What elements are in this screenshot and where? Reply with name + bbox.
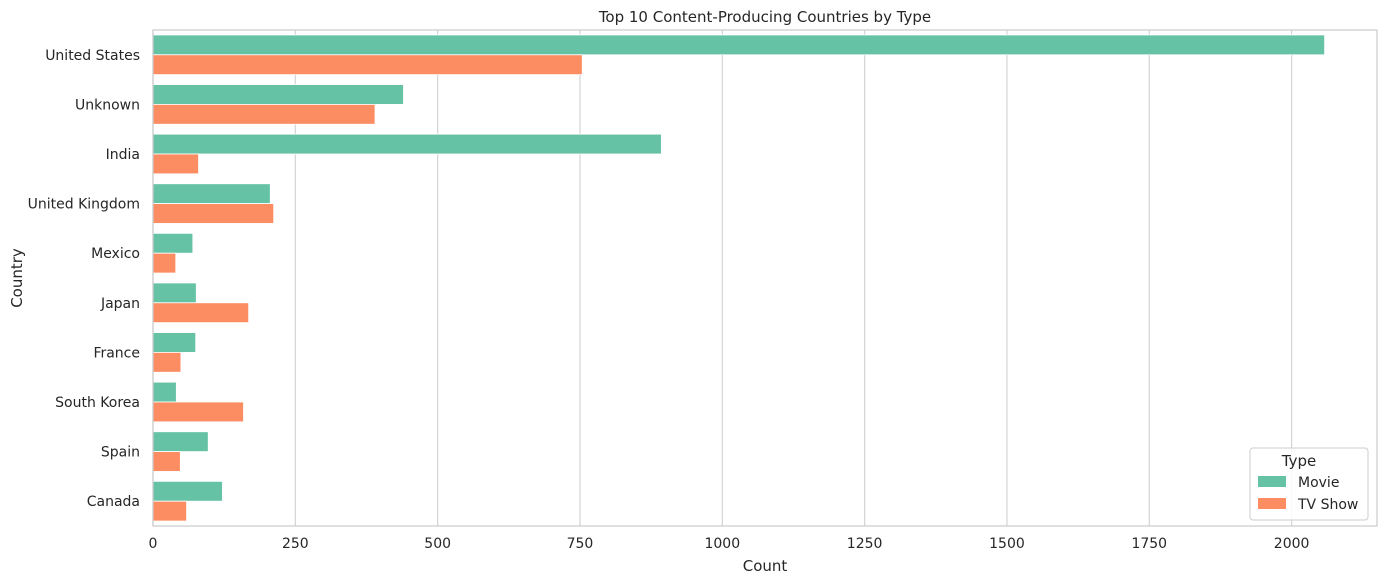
legend-swatch	[1258, 476, 1286, 487]
x-tick-label: 250	[282, 536, 309, 552]
bar-tv-show	[152, 302, 250, 324]
legend-label: TV Show	[1297, 497, 1358, 513]
bar-tv-show	[152, 104, 376, 125]
bar-movie	[152, 183, 271, 204]
y-tick-labels: United States Unknown India United Kingdom M…	[28, 48, 140, 510]
legend: Type Movie TV Show	[1249, 447, 1369, 521]
bar-movie	[152, 133, 662, 155]
bar-tv-show	[152, 500, 187, 522]
bar-movie	[152, 282, 197, 304]
bar-movie	[152, 84, 404, 105]
y-tick-label: United Kingdom	[28, 197, 140, 213]
y-tick-label: Spain	[101, 445, 140, 461]
y-tick-label: Mexico	[91, 246, 140, 262]
legend-items: Movie TV Show	[1258, 475, 1358, 513]
bar-movie	[152, 332, 197, 353]
y-axis-label: Country	[8, 248, 26, 308]
bar-tv-show	[152, 54, 583, 76]
plot-frame	[152, 29, 1378, 527]
y-tick-label: India	[106, 147, 140, 163]
bar-tv-show	[152, 153, 199, 175]
chart-title: Top 10 Content-Producing Countries by Ty…	[598, 8, 931, 26]
bar-movie	[152, 480, 223, 502]
bar-movie	[152, 381, 177, 403]
bar-tv-show	[152, 203, 275, 224]
x-tick-label: 1250	[847, 536, 883, 552]
legend-label: Movie	[1298, 475, 1339, 491]
bar-movie	[152, 34, 1326, 56]
bar-tv-show	[152, 401, 244, 423]
y-tick-label: Japan	[100, 296, 140, 312]
x-axis-label: Count	[743, 557, 788, 575]
legend-title: Type	[1281, 452, 1316, 470]
y-tick-label: United States	[45, 48, 140, 64]
y-tick-label: South Korea	[55, 395, 140, 411]
x-tick-label: 500	[424, 536, 451, 552]
x-tick-label: 1500	[989, 536, 1025, 552]
y-tick-label: France	[93, 345, 140, 361]
y-tick-label: Canada	[87, 494, 140, 510]
bar-movie	[152, 431, 209, 453]
x-tick-label: 0	[149, 536, 158, 552]
bar-movie	[152, 232, 194, 254]
x-tick-label: 1750	[1131, 536, 1167, 552]
legend-swatch	[1258, 498, 1286, 509]
x-tick-label: 2000	[1274, 536, 1310, 552]
x-tick-labels: 0 250 500 750 1000 1250 1500 1750 2000	[149, 536, 1310, 552]
bar-tv-show	[152, 351, 182, 373]
x-tick-label: 750	[567, 536, 594, 552]
bar-tv-show	[152, 252, 177, 274]
x-tick-label: 1000	[704, 536, 740, 552]
bar-tv-show	[152, 451, 181, 472]
y-tick-label: Unknown	[75, 97, 140, 113]
